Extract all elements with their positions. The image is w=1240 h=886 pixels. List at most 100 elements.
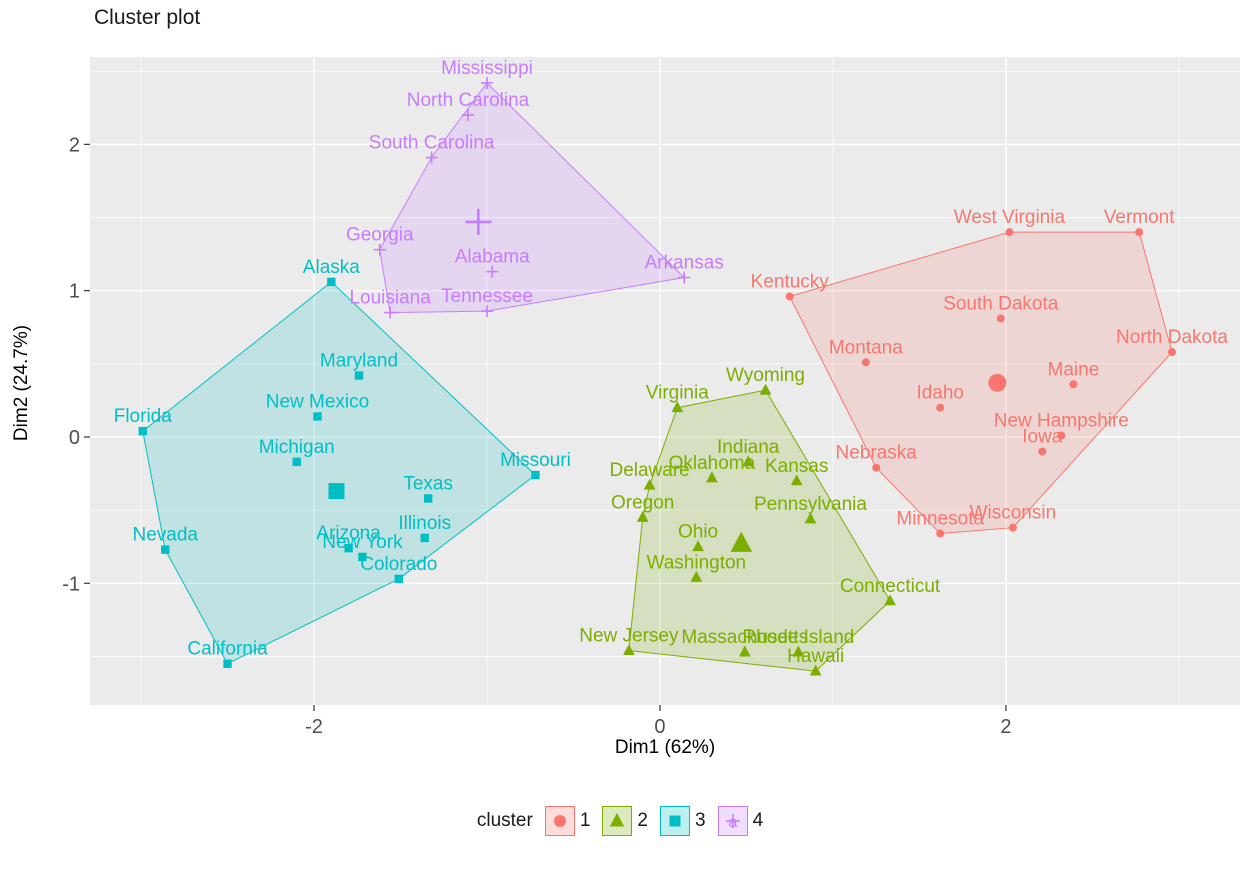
point-vermont bbox=[1135, 228, 1144, 237]
label-tennessee: Tennessee bbox=[441, 286, 533, 307]
legend-item-2: 2 bbox=[602, 806, 648, 836]
legend-label-2: 2 bbox=[637, 810, 648, 831]
point-connecticut bbox=[884, 594, 896, 606]
label-new-jersey: New Jersey bbox=[579, 626, 679, 647]
point-nebraska bbox=[872, 463, 881, 472]
point-minnesota bbox=[936, 529, 945, 538]
label-maine: Maine bbox=[1048, 359, 1100, 380]
point-west-virginia bbox=[1005, 228, 1014, 237]
label-maryland: Maryland bbox=[320, 351, 398, 372]
label-pennsylvania: Pennsylvania bbox=[754, 494, 867, 515]
label-massachusetts: Massachusetts bbox=[681, 627, 808, 648]
point-rhode-island bbox=[792, 645, 805, 657]
legend-title: cluster bbox=[476, 810, 533, 831]
point-missouri bbox=[531, 470, 540, 480]
point-idaho bbox=[936, 403, 945, 412]
label-delaware: Delaware bbox=[609, 460, 689, 481]
label-nevada: Nevada bbox=[132, 525, 198, 546]
label-washington: Washington bbox=[646, 552, 746, 573]
label-new-hampshire: New Hampshire bbox=[994, 410, 1129, 431]
label-rhode-island: Rhode Island bbox=[742, 627, 854, 648]
legend-a-glyph: a bbox=[728, 814, 737, 831]
point-oklahoma bbox=[706, 471, 718, 483]
point-new-hampshire bbox=[1057, 431, 1066, 440]
legend-label-3: 3 bbox=[694, 810, 706, 831]
label-michigan: Michigan bbox=[259, 437, 335, 458]
point-new-jersey bbox=[622, 644, 635, 655]
point-arkansas bbox=[678, 271, 691, 284]
label-california: California bbox=[187, 639, 268, 660]
y-tick-label: 0 bbox=[69, 427, 80, 449]
point-hawaii bbox=[809, 664, 822, 676]
legend-key-2-icon bbox=[602, 806, 633, 836]
point-massachusetts bbox=[738, 645, 751, 657]
label-minnesota: Minnesota bbox=[896, 509, 984, 530]
x-axis-title: Dim1 (62%) bbox=[614, 737, 716, 758]
label-ohio: Ohio bbox=[678, 522, 718, 543]
point-florida bbox=[138, 426, 147, 436]
panel-background bbox=[90, 57, 1240, 705]
label-indiana: Indiana bbox=[717, 437, 780, 458]
label-oklahoma: Oklahoma bbox=[669, 453, 756, 474]
legend-triangle-glyph bbox=[610, 813, 625, 827]
point-kansas bbox=[790, 474, 803, 486]
point-new-york bbox=[358, 552, 367, 562]
y-axis-title: Dim2 (24.7%) bbox=[11, 324, 32, 442]
label-louisiana: Louisiana bbox=[349, 288, 431, 309]
label-georgia: Georgia bbox=[346, 225, 414, 246]
point-north-dakota bbox=[1168, 348, 1177, 357]
label-west-virginia: West Virginia bbox=[954, 207, 1066, 228]
label-arizona: Arizona bbox=[316, 523, 381, 544]
legend-label-1: 1 bbox=[579, 810, 591, 831]
point-montana bbox=[861, 358, 870, 367]
label-south-dakota: South Dakota bbox=[943, 293, 1059, 314]
cluster-2-hull bbox=[628, 389, 891, 672]
legend-label-4: 4 bbox=[752, 810, 764, 831]
point-washington bbox=[690, 570, 703, 582]
point-tennessee bbox=[480, 305, 493, 318]
legend-key-3-icon bbox=[659, 806, 690, 836]
label-hawaii: Hawaii bbox=[787, 646, 844, 667]
point-nevada bbox=[161, 545, 170, 554]
x-tick-label: 0 bbox=[654, 716, 665, 738]
y-tick-label: 1 bbox=[69, 281, 80, 303]
cluster-1-hull bbox=[788, 231, 1173, 535]
point-texas bbox=[423, 494, 433, 503]
label-new-york: New York bbox=[322, 532, 403, 553]
label-mississippi: Mississippi bbox=[441, 58, 533, 79]
legend-key-4-icon: a bbox=[717, 806, 748, 836]
point-iowa bbox=[1038, 447, 1047, 456]
point-maryland bbox=[354, 371, 364, 380]
point-south-dakota bbox=[996, 314, 1005, 323]
point-illinois bbox=[420, 533, 429, 543]
point-mississippi bbox=[480, 76, 493, 89]
point-ohio bbox=[692, 540, 704, 552]
label-iowa: Iowa bbox=[1022, 427, 1063, 448]
label-arkansas: Arkansas bbox=[645, 252, 724, 273]
label-montana: Montana bbox=[829, 337, 903, 358]
point-indiana bbox=[742, 455, 755, 467]
label-vermont: Vermont bbox=[1104, 207, 1175, 228]
cluster-1-centroid bbox=[988, 373, 1007, 392]
label-connecticut: Connecticut bbox=[840, 576, 941, 597]
point-louisiana bbox=[384, 306, 397, 319]
x-tick-label: -2 bbox=[305, 716, 323, 738]
point-wyoming bbox=[759, 383, 772, 395]
label-new-mexico: New Mexico bbox=[266, 391, 369, 412]
legend-circle-glyph bbox=[553, 815, 566, 827]
label-wyoming: Wyoming bbox=[726, 365, 805, 386]
point-north-carolina bbox=[461, 109, 474, 122]
point-alabama bbox=[486, 265, 499, 278]
label-oregon: Oregon bbox=[611, 492, 674, 513]
point-south-carolina bbox=[425, 151, 438, 164]
chart-title: Cluster plot bbox=[94, 6, 201, 29]
label-nebraska: Nebraska bbox=[836, 443, 918, 464]
cluster-2-centroid bbox=[730, 531, 753, 552]
point-georgia bbox=[373, 243, 386, 256]
label-alabama: Alabama bbox=[455, 247, 530, 268]
point-colorado bbox=[394, 574, 403, 584]
label-alaska: Alaska bbox=[303, 257, 360, 278]
label-kentucky: Kentucky bbox=[751, 272, 830, 293]
